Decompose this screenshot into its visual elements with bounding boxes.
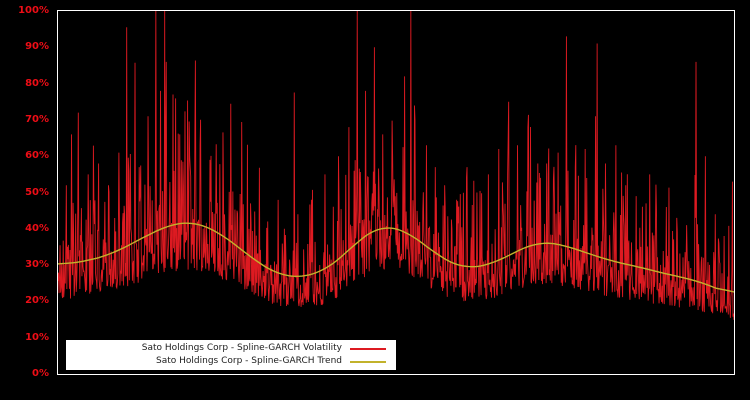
legend-line-volatility xyxy=(350,347,386,350)
y-tick-label: 40% xyxy=(25,222,49,234)
legend: Sato Holdings Corp - Spline-GARCH Volati… xyxy=(66,340,396,370)
y-tick-label: 30% xyxy=(25,259,49,271)
y-axis: 0% 10% 20% 30% 40% 50% 60% 70% 80% 90% 100% xyxy=(0,0,53,400)
volatility-series-line xyxy=(58,11,734,321)
legend-row-trend: Sato Holdings Corp - Spline-GARCH Trend xyxy=(76,355,386,368)
legend-line-trend xyxy=(350,360,386,363)
y-tick-label: 10% xyxy=(25,331,49,343)
y-tick-label: 70% xyxy=(25,113,49,125)
legend-row-volatility: Sato Holdings Corp - Spline-GARCH Volati… xyxy=(76,342,386,355)
y-tick-label: 60% xyxy=(25,150,49,162)
legend-label-volatility: Sato Holdings Corp - Spline-GARCH Volati… xyxy=(141,343,342,353)
y-tick-label: 90% xyxy=(25,41,49,53)
plot-area: Sato Holdings Corp - Spline-GARCH Volati… xyxy=(57,10,735,375)
y-tick-label: 20% xyxy=(25,295,49,307)
y-tick-label: 100% xyxy=(18,5,49,16)
legend-label-trend: Sato Holdings Corp - Spline-GARCH Trend xyxy=(156,356,342,366)
y-tick-label: 0% xyxy=(32,368,49,379)
trend-series-line xyxy=(58,222,734,293)
y-tick-label: 80% xyxy=(25,77,49,89)
chart-plot xyxy=(58,11,734,321)
y-tick-label: 50% xyxy=(25,186,49,198)
